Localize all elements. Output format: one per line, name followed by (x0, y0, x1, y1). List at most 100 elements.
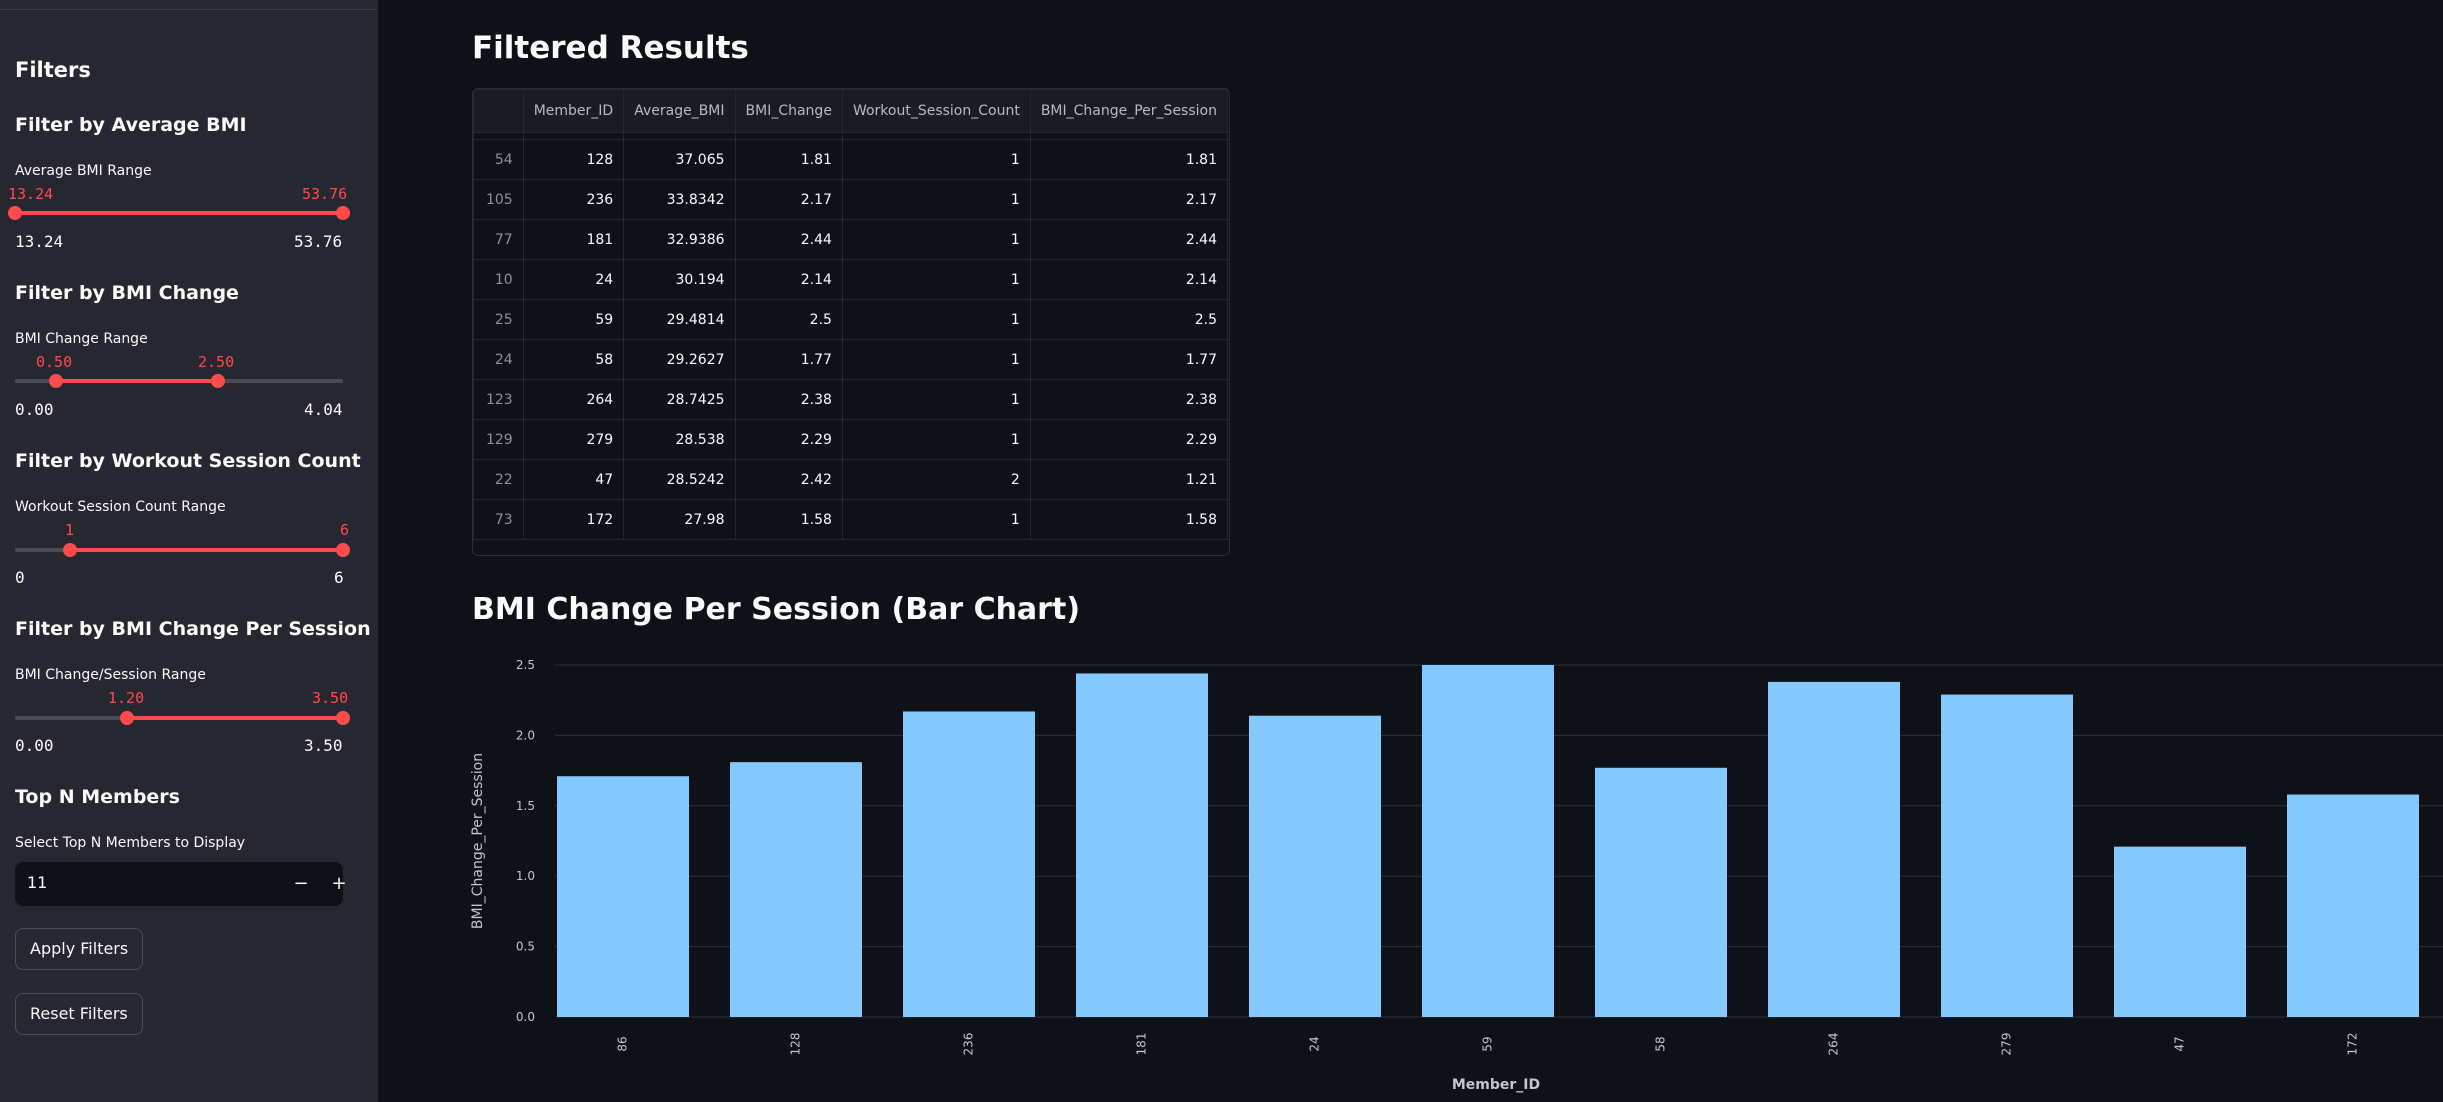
top-n-value[interactable]: 11 (27, 873, 48, 892)
table-cell[interactable]: 58 (522, 339, 625, 380)
table-cell[interactable]: 1 (841, 179, 1031, 220)
table-cell[interactable]: 29.4814 (623, 299, 736, 340)
table-cell[interactable]: 2.29 (1029, 419, 1229, 460)
table-cell[interactable]: 1 (841, 499, 1031, 540)
table-cell[interactable]: 1.77 (734, 339, 843, 380)
table-cell[interactable]: 264 (522, 379, 625, 420)
table-cell[interactable]: 2.5 (1029, 299, 1229, 340)
bmi-change-slider[interactable] (15, 374, 343, 388)
table-row[interactable]: 105 236 33.8342 2.17 1 2.17 (473, 179, 1229, 220)
workout-max: 6 (334, 568, 344, 587)
table-cell[interactable]: 28.5242 (623, 459, 736, 500)
table-row-index[interactable]: 54 (473, 139, 524, 180)
results-table[interactable]: Member_ID Average_BMI BMI_Change Workout… (472, 88, 1230, 556)
table-cell[interactable]: 181 (522, 219, 625, 260)
table-cell[interactable]: 59 (522, 299, 625, 340)
table-cell[interactable]: 1.58 (734, 499, 843, 540)
table-cell[interactable]: 236 (522, 179, 625, 220)
table-cell[interactable]: 1 (841, 219, 1031, 260)
table-row-index[interactable]: 123 (473, 379, 524, 420)
table-cell[interactable]: 2.42 (734, 459, 843, 500)
bmi-change-high-handle[interactable] (210, 374, 225, 388)
per-session-low-handle[interactable] (120, 711, 135, 725)
table-row-index[interactable]: 25 (473, 299, 524, 340)
avg-bmi-high-handle[interactable] (336, 206, 350, 220)
table-cell[interactable]: 2.29 (734, 419, 843, 460)
table-cell[interactable]: 2.38 (734, 379, 843, 420)
apply-filters-button[interactable]: Apply Filters (15, 928, 144, 970)
column-header-bmi-change-per-session[interactable]: BMI_Change_Per_Session (1029, 89, 1229, 133)
table-row-index[interactable]: 105 (473, 179, 524, 220)
per-session-high-handle[interactable] (336, 711, 350, 725)
table-row-index[interactable]: 129 (473, 419, 524, 460)
table-cell[interactable]: 1 (841, 379, 1031, 420)
table-cell[interactable]: 2.14 (734, 259, 843, 300)
column-header-member-id[interactable]: Member_ID (522, 89, 625, 133)
table-cell[interactable]: 2.38 (1029, 379, 1229, 420)
column-header-index[interactable] (473, 89, 524, 133)
table-cell[interactable]: 2.5 (734, 299, 843, 340)
table-cell[interactable]: 32.9386 (623, 219, 736, 260)
table-body: 54 128 37.065 1.81 1 1.81 105 236 33.8342 2.17 1 2.… (473, 132, 1229, 540)
table-cell[interactable]: 47 (522, 459, 625, 500)
table-row[interactable]: 123 264 28.7425 2.38 1 2.38 (473, 379, 1229, 420)
table-cell[interactable]: 2.17 (734, 179, 843, 220)
table-cell[interactable]: 2 (841, 459, 1031, 500)
bmi-change-heading: Filter by BMI Change (15, 282, 239, 304)
x-tick-label: 58 (1654, 1036, 1668, 1051)
top-n-increment-button[interactable]: + (331, 873, 347, 894)
table-cell[interactable]: 33.8342 (623, 179, 736, 220)
table-cell[interactable]: 27.98 (623, 499, 736, 540)
table-row-index[interactable]: 24 (473, 339, 524, 380)
table-row[interactable]: 10 24 30.194 2.14 1 2.14 (473, 259, 1229, 300)
workout-low-handle[interactable] (62, 543, 77, 557)
table-cell[interactable]: 37.065 (623, 139, 736, 180)
column-header-bmi-change[interactable]: BMI_Change (734, 89, 843, 133)
table-cell[interactable]: 1 (841, 299, 1031, 340)
table-cell[interactable]: 1 (841, 339, 1031, 380)
table-row[interactable]: 129 279 28.538 2.29 1 2.29 (473, 419, 1229, 460)
table-cell[interactable]: 24 (522, 259, 625, 300)
table-row[interactable]: 25 59 29.4814 2.5 1 2.5 (473, 299, 1229, 340)
avg-bmi-min: 13.24 (15, 232, 64, 251)
table-cell[interactable]: 1.81 (734, 139, 843, 180)
per-session-slider[interactable] (15, 711, 350, 725)
table-cell[interactable]: 1 (841, 139, 1031, 180)
table-cell[interactable]: 1.77 (1029, 339, 1229, 380)
top-n-number-input[interactable]: 11 − + (15, 862, 347, 906)
table-cell[interactable]: 1 (841, 419, 1031, 460)
table-row-index[interactable]: 10 (473, 259, 524, 300)
table-cell[interactable]: 30.194 (623, 259, 736, 300)
table-cell[interactable]: 1.58 (1029, 499, 1229, 540)
workout-slider[interactable] (15, 543, 350, 557)
table-cell[interactable]: 28.7425 (623, 379, 736, 420)
table-cell[interactable]: 279 (522, 419, 625, 460)
table-row-index[interactable]: 22 (473, 459, 524, 500)
table-cell[interactable]: 2.17 (1029, 179, 1229, 220)
table-cell[interactable]: 1.21 (1029, 459, 1229, 500)
reset-filters-button[interactable]: Reset Filters (15, 993, 143, 1035)
table-cell[interactable]: 2.44 (734, 219, 843, 260)
table-cell[interactable]: 172 (522, 499, 625, 540)
table-cell[interactable]: 2.44 (1029, 219, 1229, 260)
table-row[interactable]: 24 58 29.2627 1.77 1 1.77 (473, 339, 1229, 380)
top-n-decrement-button[interactable]: − (293, 873, 309, 894)
bmi-change-low-handle[interactable] (48, 374, 63, 388)
table-cell[interactable]: 128 (522, 139, 625, 180)
avg-bmi-low-handle[interactable] (8, 206, 22, 220)
workout-high-handle[interactable] (336, 543, 350, 557)
table-row-index[interactable]: 77 (473, 219, 524, 260)
table-cell[interactable]: 2.14 (1029, 259, 1229, 300)
table-cell[interactable]: 29.2627 (623, 339, 736, 380)
table-cell[interactable]: 1.81 (1029, 139, 1229, 180)
table-cell[interactable]: 28.538 (623, 419, 736, 460)
avg-bmi-slider[interactable] (8, 206, 350, 220)
table-cell[interactable]: 1 (841, 259, 1031, 300)
column-header-workout-session-count[interactable]: Workout_Session_Count (841, 89, 1031, 133)
table-row[interactable]: 54 128 37.065 1.81 1 1.81 (473, 139, 1229, 180)
table-row[interactable]: 22 47 28.5242 2.42 2 1.21 (473, 459, 1229, 500)
table-row-index[interactable]: 73 (473, 499, 524, 540)
column-header-average-bmi[interactable]: Average_BMI (623, 89, 736, 133)
table-row[interactable]: 77 181 32.9386 2.44 1 2.44 (473, 219, 1229, 260)
table-row[interactable]: 73 172 27.98 1.58 1 1.58 (473, 499, 1229, 540)
